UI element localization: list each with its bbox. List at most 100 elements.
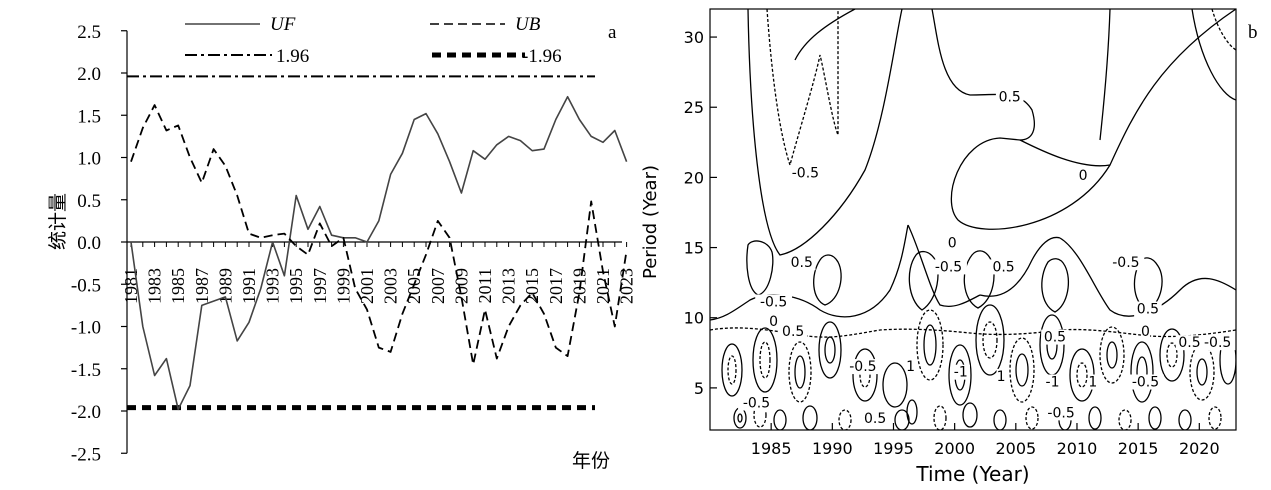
contour-label-bg <box>1140 323 1151 339</box>
chart-b-frame <box>709 8 1237 431</box>
contour-label-bg <box>989 259 1018 275</box>
legend-neg-threshold-label: -1.96 <box>522 46 562 67</box>
contour-label-bg <box>861 410 889 426</box>
y-tick-label: -1.5 <box>71 360 101 381</box>
contour-label: -0.5 <box>935 259 962 275</box>
contour-label-bg <box>1107 255 1145 271</box>
x-tick-label: 1995 <box>286 268 306 304</box>
contour-line <box>1148 406 1162 430</box>
contour-label-bg <box>1175 335 1204 351</box>
contour-label-bg <box>1043 374 1062 390</box>
y-tick-label: -2.0 <box>71 402 101 423</box>
wavelet-contour-chart: 0.50-0.50.50-0.5 0.5 -0.5-0.500.50.50-0.50… <box>640 8 1258 486</box>
chart-a-axes <box>126 30 622 454</box>
x-tick-label: 1999 <box>333 268 353 304</box>
contour-line <box>1189 343 1215 401</box>
contour-line <box>1099 9 1111 141</box>
contour-line <box>908 250 939 311</box>
x-tick-label: 2010 <box>1057 439 1098 458</box>
chart-a-y-ticks: 2.5 2.0 1.5 1.0 0.5 0.0 -0.5 -1.0 -1.5 -2.0 -2.5 <box>71 22 127 465</box>
y-tick-label: -2.5 <box>71 444 101 465</box>
x-tick-label: 2011 <box>475 268 495 303</box>
contour-line <box>1208 406 1222 430</box>
contour-label: -0.5 <box>1112 255 1139 271</box>
contour-line <box>894 409 910 430</box>
contour-label-bg <box>1041 329 1069 345</box>
contour-label: 1 <box>997 369 1006 385</box>
y-tick-label: 5 <box>694 379 704 398</box>
series-line-uf <box>130 95 628 411</box>
x-tick-label: 1995 <box>873 439 914 458</box>
y-tick-label: -0.5 <box>71 275 101 296</box>
contour-line <box>1178 409 1192 430</box>
contour-label-bg <box>1199 335 1237 351</box>
contour-line <box>824 336 836 364</box>
contour-label-bg <box>755 294 793 310</box>
chart-b-x-axis-label: Time (Year) <box>915 462 1029 486</box>
contour-line <box>933 405 947 430</box>
contour-line <box>747 9 903 256</box>
y-tick-label: 30 <box>684 28 704 47</box>
contour-line <box>1191 9 1236 101</box>
x-tick-label: 1993 <box>263 268 283 304</box>
y-tick-label: 10 <box>684 309 704 328</box>
x-tick-label: 1990 <box>812 439 853 458</box>
x-tick-label: 2005 <box>995 439 1036 458</box>
contour-label: 0.5 <box>999 90 1021 106</box>
contour-line <box>1009 337 1035 403</box>
contour-label-bg <box>1088 374 1098 390</box>
contour-label-bg <box>1134 301 1162 317</box>
contour-line <box>794 355 806 389</box>
contour-label: -0.5 <box>1047 405 1074 421</box>
contour-label: -1 <box>1046 374 1060 390</box>
contour-line <box>1133 257 1163 311</box>
contour-label-bg <box>1078 168 1088 184</box>
chart-b-y-axis-label: Period (Year) <box>640 165 661 279</box>
contour-label-bg <box>787 255 816 271</box>
x-tick-label: 2009 <box>451 268 471 304</box>
contour-line <box>882 362 908 408</box>
contour-label-bg <box>995 89 1024 105</box>
contour-line <box>727 355 737 385</box>
chart-a-x-axis-label: 年份 <box>572 450 610 472</box>
contour-line <box>1118 409 1132 430</box>
contour-line <box>1130 341 1154 403</box>
contour-line <box>737 413 743 423</box>
contour-line <box>1015 353 1029 387</box>
contour-line <box>916 309 944 381</box>
contour-label-bg <box>738 395 775 411</box>
series-line-ub <box>130 104 628 366</box>
contour-line <box>1088 406 1102 430</box>
contour-label: 0 <box>1079 168 1088 184</box>
chart-b-y-ticks: 5 10 15 20 25 30 <box>684 28 717 398</box>
contour-label: -1 <box>954 365 968 381</box>
contour-label: 0.5 <box>1044 330 1066 346</box>
x-tick-label: 1985 <box>168 268 188 304</box>
contour-line <box>794 9 856 61</box>
contour-label: 0.5 <box>1137 302 1159 318</box>
contour-label: 0 <box>1141 324 1150 340</box>
contour-label-bg <box>844 359 882 375</box>
contour-line <box>1041 258 1069 313</box>
contour-line <box>962 402 978 428</box>
x-tick-label: 2013 <box>499 268 519 304</box>
contour-label: 0 <box>948 236 957 252</box>
contour-line <box>1106 341 1118 369</box>
contour-label-bg <box>1042 405 1080 421</box>
contour-line <box>773 409 787 430</box>
chart-a-y-axis-label: 统计量 <box>47 193 69 250</box>
contour-line <box>818 321 842 379</box>
contour-line <box>1159 328 1185 382</box>
x-tick-label: 2020 <box>1179 439 1220 458</box>
y-tick-label: 15 <box>684 239 704 258</box>
y-tick-label: 1.0 <box>77 149 101 170</box>
contour-line <box>1025 406 1039 430</box>
contour-label: 1 <box>906 359 915 375</box>
contour-line <box>1211 9 1236 51</box>
contour-label: -0.5 <box>760 295 787 311</box>
x-tick-label: 2001 <box>357 268 377 304</box>
x-tick-label: 2000 <box>934 439 975 458</box>
contour-line <box>923 324 937 366</box>
contour-label: 0.5 <box>864 411 886 427</box>
contour-line <box>963 250 995 309</box>
